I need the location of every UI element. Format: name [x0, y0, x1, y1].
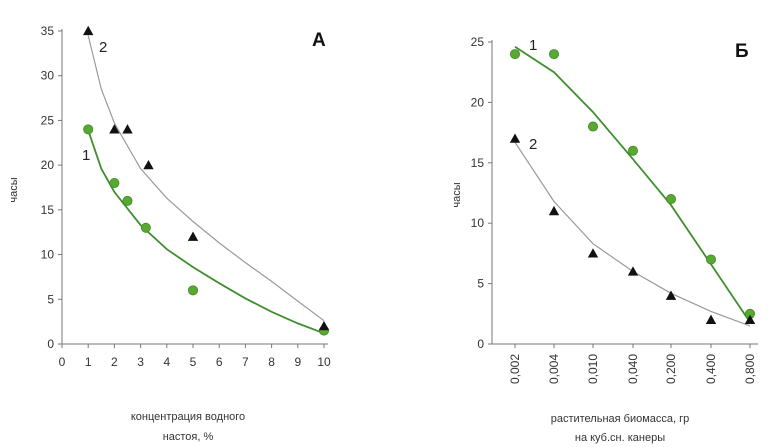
chart-b-series-1-line: [514, 46, 751, 323]
chart-b-series-1-point: [509, 49, 520, 60]
chart-a-x-tick-label: 10: [317, 355, 331, 369]
chart-b-x-tick-label: 0,010: [586, 354, 600, 384]
chart-b-xlabel-line-1: растительная биомасса, гр: [551, 413, 690, 425]
chart-a-x-tick-label: 6: [216, 355, 223, 369]
chart-a-series-2-point: [318, 320, 330, 331]
chart-a-panel-label: А: [312, 30, 326, 51]
chart-b-x-tick-label: 0,200: [664, 354, 678, 384]
chart-b-series-1-point: [706, 254, 717, 265]
chart-b-series-2-point: [587, 248, 599, 258]
chart-b-series-1-point: [549, 49, 560, 60]
chart-b-y-tick-label: 0: [477, 337, 484, 351]
chart-a-series-2-point: [143, 159, 154, 170]
chart-a-xlabel-line-1: концентрация водного: [131, 411, 245, 423]
chart-b-series-2-point: [509, 133, 521, 143]
chart-a-series-label-2: 2: [99, 39, 107, 56]
chart-a-series-1-point: [122, 195, 133, 206]
chart-a-series-1-point: [83, 124, 94, 135]
chart-a-y-tick-label: 20: [41, 158, 55, 172]
chart-a-xlabel-line-2: настоя, %: [163, 431, 214, 443]
chart-b-panel-label: Б: [735, 41, 749, 62]
chart-a-x-tick-label: 2: [111, 355, 118, 369]
chart-a-x-tick-label: 9: [294, 355, 301, 369]
chart-a-series-2-point: [109, 124, 120, 134]
chart-a: А часы концентрация водного настоя, % 0 5…: [8, 24, 331, 443]
chart-a-y-tick-label: 10: [41, 248, 55, 262]
chart-b-series-2-point: [627, 266, 639, 276]
chart-b-series-2-point: [548, 205, 560, 216]
chart-a-y-tick-label: 35: [41, 24, 55, 38]
chart-a-x-tick-label: 4: [163, 355, 170, 369]
chart-b-x-tick-label: 0,040: [626, 354, 640, 384]
chart-a-x-tick-label: 5: [190, 355, 197, 369]
chart-a-y-tick-label: 0: [47, 337, 54, 351]
chart-b-series-1-point: [628, 145, 639, 156]
chart-b: Б часы растительная биомасса, гр на куб.…: [451, 35, 758, 444]
chart-a-x-tick-label: 3: [137, 355, 144, 369]
chart-a-series-2-line: [87, 35, 325, 322]
chart-b-series-1-point: [588, 121, 599, 132]
chart-b-series-2-point: [705, 314, 717, 324]
chart-a-y-tick-label: 30: [41, 69, 55, 83]
chart-a-x-tick-label: 1: [85, 355, 92, 369]
chart-a-series-1-point: [109, 178, 120, 189]
chart-b-x-tick-label: 0,002: [508, 354, 522, 384]
chart-b-y-tick-label: 20: [471, 95, 485, 109]
chart-b-series-2-point: [744, 314, 756, 324]
chart-b-x-tick-label: 0,004: [547, 354, 561, 384]
chart-a-series-2-point: [83, 25, 94, 36]
chart-a-x-tick-label: 8: [268, 355, 275, 369]
chart-a-x-tick-label: 7: [242, 355, 249, 369]
chart-b-series-1-point: [666, 194, 677, 205]
chart-b-y-tick-label: 25: [471, 35, 485, 49]
chart-a-x-tick-label: 0: [59, 355, 66, 369]
chart-a-series-2-point: [122, 124, 133, 134]
chart-a-series-1-point: [187, 285, 198, 296]
chart-b-series-2-line: [514, 141, 751, 327]
chart-b-xlabel-line-2: на куб.сн. канеры: [575, 432, 665, 444]
chart-b-y-tick-label: 10: [471, 216, 485, 230]
chart-b-ylabel: часы: [451, 182, 463, 207]
chart-a-ylabel: часы: [8, 177, 20, 202]
chart-a-y-tick-label: 25: [41, 113, 55, 127]
chart-b-series-2-point: [665, 290, 677, 300]
chart-b-series-label-2: 2: [529, 136, 537, 153]
chart-a-series-label-1: 1: [82, 147, 90, 164]
chart-b-y-tick-label: 15: [471, 156, 485, 170]
chart-b-y-tick-label: 5: [477, 277, 484, 291]
chart-b-x-tick-label: 0,800: [743, 354, 757, 384]
chart-b-series-label-1: 1: [529, 37, 537, 54]
chart-b-x-tick-label: 0,400: [704, 354, 718, 384]
chart-a-series-1-point: [140, 222, 151, 233]
chart-a-y-tick-label: 15: [41, 203, 55, 217]
chart-a-series-2-point: [187, 231, 199, 241]
chart-a-y-tick-label: 5: [47, 292, 54, 306]
